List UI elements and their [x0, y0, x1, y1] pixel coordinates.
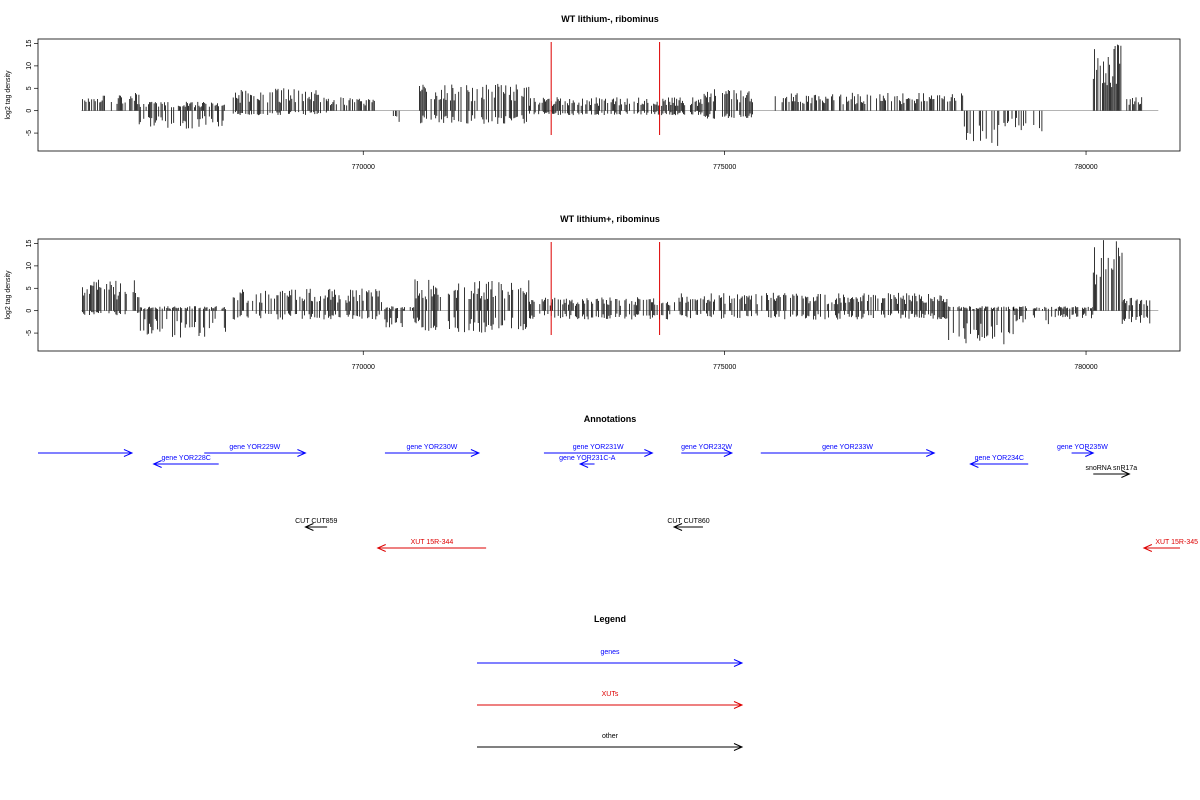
legend-item-gene: genes — [477, 649, 744, 667]
x-tick-label: 770000 — [352, 364, 375, 371]
strand-arrowhead — [152, 460, 162, 468]
annotation-gene: gene YOR233W — [760, 444, 936, 457]
strand-arrowhead — [123, 449, 134, 457]
annotation-other: CUT CUT859 — [295, 518, 338, 531]
x-axis: 770000 775000 780000 — [352, 351, 1098, 371]
y-axis: -5 0 5 10 15 — [26, 39, 38, 136]
strand-arrowhead — [297, 449, 307, 457]
y-axis-label: log2 tag density — [5, 270, 12, 320]
y-tick-label: 0 — [26, 309, 33, 313]
strand-arrowhead — [926, 449, 936, 457]
track-panel-lithium-minus: WT lithium-, ribominus log2 tag density … — [5, 14, 1181, 171]
feature-label: gene YOR228C — [162, 455, 211, 462]
legend-items: genes XUTs other — [477, 649, 744, 751]
feature-label: CUT CUT859 — [295, 518, 337, 525]
annotation-xut: XUT 15R-345 — [1142, 539, 1198, 552]
y-tick-label: 15 — [26, 239, 33, 247]
annotation-gene: gene YOR232W — [681, 444, 734, 457]
legend-label: XUTs — [602, 691, 619, 698]
y-tick-label: 5 — [26, 286, 33, 290]
y-tick-label: 10 — [26, 62, 33, 70]
plot-frame — [37, 38, 1181, 152]
feature-label: CUT CUT860 — [667, 518, 709, 525]
strand-arrowhead — [304, 523, 314, 531]
strand-arrowhead — [1085, 449, 1095, 457]
panel-title: WT lithium-, ribominus — [561, 14, 659, 24]
legend-item-xut: XUTs — [477, 691, 744, 709]
feature-label: gene YOR232W — [681, 444, 732, 451]
legend-item-other: other — [477, 733, 744, 751]
feature-label: gene YOR235W — [1057, 444, 1108, 451]
panel-title: WT lithium+, ribominus — [560, 214, 660, 224]
strand-arrowhead — [376, 544, 386, 552]
annotation-gene: gene YOR228C — [152, 455, 219, 468]
feature-label: snoRNA snR17a — [1085, 465, 1137, 472]
annotation-gene: gene YOR229W — [204, 444, 307, 457]
y-axis: -5 0 5 10 15 — [26, 239, 38, 336]
annotation-xut: XUT 15R-344 — [376, 539, 487, 552]
feature-label: gene YOR234C — [975, 455, 1024, 462]
strand-arrowhead — [1121, 470, 1131, 478]
x-tick-label: 780000 — [1074, 164, 1097, 171]
y-tick-label: -5 — [26, 330, 33, 336]
signal-bars — [81, 44, 1159, 146]
y-axis-label: log2 tag density — [5, 70, 12, 120]
plot-frame — [37, 238, 1181, 352]
legend-arrowhead — [733, 701, 744, 709]
track-panel-lithium-plus: WT lithium+, ribominus log2 tag density … — [5, 214, 1181, 371]
annotation-other: snoRNA snR17a — [1085, 465, 1137, 478]
annotation-gene: gene YOR234C — [969, 455, 1029, 468]
y-tick-label: -5 — [26, 130, 33, 136]
red-marker-lines — [550, 42, 661, 135]
annotation-gene: gene YOR231W — [543, 444, 654, 457]
signal-bars — [81, 240, 1159, 345]
strand-arrowhead — [1142, 544, 1153, 552]
legend-label: other — [602, 733, 619, 740]
annotation-gene: gene YOR235W — [1057, 444, 1108, 457]
annotation-gene — [38, 449, 134, 457]
legend-label: genes — [600, 649, 620, 656]
x-axis: 770000 775000 780000 — [352, 151, 1098, 171]
strand-arrowhead — [470, 449, 481, 457]
x-tick-label: 775000 — [713, 364, 736, 371]
strand-arrowhead — [644, 449, 654, 457]
legend-title: Legend — [594, 614, 626, 624]
annotation-features: gene YOR228C gene YOR229W gene YOR230W gene… — [38, 444, 1198, 552]
y-tick-label: 10 — [26, 262, 33, 270]
y-tick-label: 5 — [26, 86, 33, 90]
annotation-gene: gene YOR231C-A — [559, 455, 616, 468]
feature-label: gene YOR230W — [406, 444, 457, 451]
strand-arrowhead — [969, 460, 979, 468]
legend: Legend genes XUTs other — [477, 614, 744, 751]
feature-label: XUT 15R-345 — [1155, 539, 1198, 546]
x-tick-label: 770000 — [352, 164, 375, 171]
x-tick-label: 780000 — [1074, 364, 1097, 371]
y-tick-label: 15 — [26, 39, 33, 47]
annotations-title: Annotations — [584, 414, 637, 424]
strand-arrowhead — [723, 449, 734, 457]
legend-arrowhead — [733, 659, 744, 667]
annotation-other: CUT CUT860 — [667, 518, 710, 531]
feature-label: gene YOR233W — [822, 444, 873, 451]
x-tick-label: 775000 — [713, 164, 736, 171]
feature-label: gene YOR231C-A — [559, 455, 616, 462]
feature-label: gene YOR231W — [573, 444, 624, 451]
red-marker-lines — [550, 242, 661, 335]
strand-arrowhead — [578, 460, 589, 468]
annotation-gene: gene YOR230W — [384, 444, 481, 457]
feature-label: gene YOR229W — [229, 444, 280, 451]
legend-arrowhead — [733, 743, 744, 751]
y-tick-label: 0 — [26, 109, 33, 113]
feature-label: XUT 15R-344 — [411, 539, 454, 546]
strand-arrowhead — [672, 523, 683, 531]
